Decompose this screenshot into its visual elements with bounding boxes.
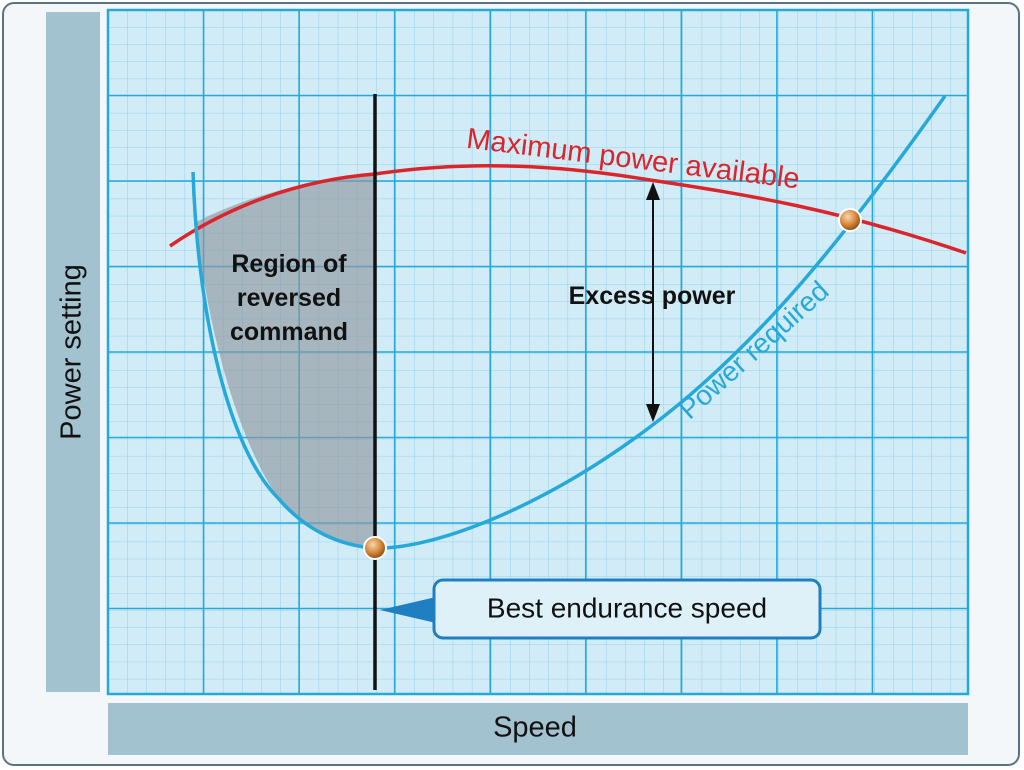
max-speed-intersection-point xyxy=(838,208,862,232)
region-label-line1: Region of xyxy=(231,250,347,278)
best-endurance-point xyxy=(363,536,387,560)
max-power-curve xyxy=(169,163,967,255)
x-axis-label-bar: Speed xyxy=(108,703,968,755)
power-required-curve xyxy=(191,94,947,550)
best-endurance-label: Best endurance speed xyxy=(487,592,767,623)
region-label: Region of reversed command xyxy=(230,250,348,346)
y-axis-label: Power setting xyxy=(56,264,88,440)
region-label-line2: reversed xyxy=(237,284,341,312)
region-of-reversed-command-shading xyxy=(196,174,375,548)
excess-power-label: Excess power xyxy=(569,282,736,310)
y-axis-label-bar: Power setting xyxy=(46,12,100,692)
x-axis-label: Speed xyxy=(493,712,577,744)
excess-power-arrow xyxy=(646,182,660,422)
best-endurance-callout: Best endurance speed xyxy=(380,578,822,640)
region-label-line3: command xyxy=(230,318,348,346)
